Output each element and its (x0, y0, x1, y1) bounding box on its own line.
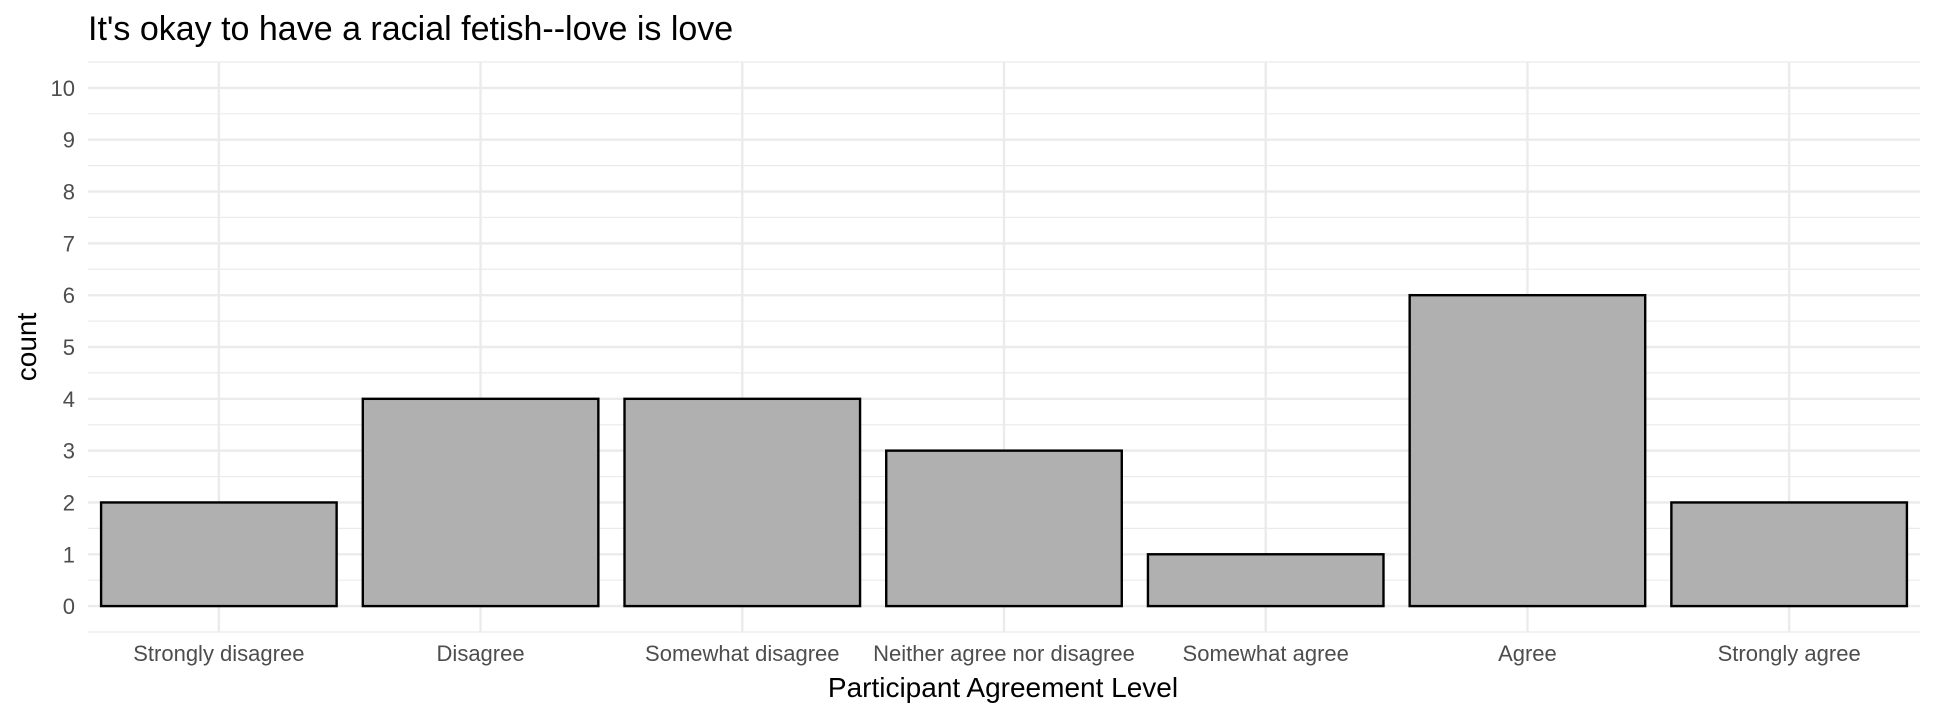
x-tick-label: Neither agree nor disagree (873, 641, 1135, 666)
bars (99, 293, 1909, 608)
x-tick-label: Disagree (437, 641, 525, 666)
x-tick-label: Strongly agree (1718, 641, 1861, 666)
y-tick-label: 7 (63, 231, 75, 256)
y-tick-label: 2 (63, 490, 75, 515)
y-tick-label: 1 (63, 542, 75, 567)
bar (1146, 553, 1385, 608)
x-tick-labels: Strongly disagree Disagree Somewhat disagr… (133, 641, 1860, 666)
bar (1670, 501, 1909, 608)
y-tick-label: 5 (63, 335, 75, 360)
bar (885, 449, 1123, 608)
x-tick-label: Agree (1498, 641, 1557, 666)
x-tick-label: Somewhat agree (1183, 641, 1349, 666)
y-tick-label: 4 (63, 387, 75, 412)
bar (99, 501, 338, 608)
y-tick-label: 10 (51, 76, 75, 101)
y-tick-label: 3 (63, 439, 75, 464)
x-axis-title: Participant Agreement Level (828, 672, 1178, 703)
y-tick-label: 6 (63, 283, 75, 308)
x-tick-label: Somewhat disagree (645, 641, 839, 666)
bar (361, 397, 600, 608)
bar (1408, 293, 1647, 608)
x-tick-label: Strongly disagree (133, 641, 304, 666)
bar (623, 397, 862, 608)
chart-title: It's okay to have a racial fetish--love … (88, 10, 733, 48)
y-tick-label: 9 (63, 128, 75, 153)
y-axis-title: count (11, 313, 42, 382)
y-tick-labels: 0 1 2 3 4 5 6 7 8 9 10 (51, 76, 75, 619)
y-tick-label: 0 (63, 594, 75, 619)
y-tick-label: 8 (63, 180, 75, 205)
